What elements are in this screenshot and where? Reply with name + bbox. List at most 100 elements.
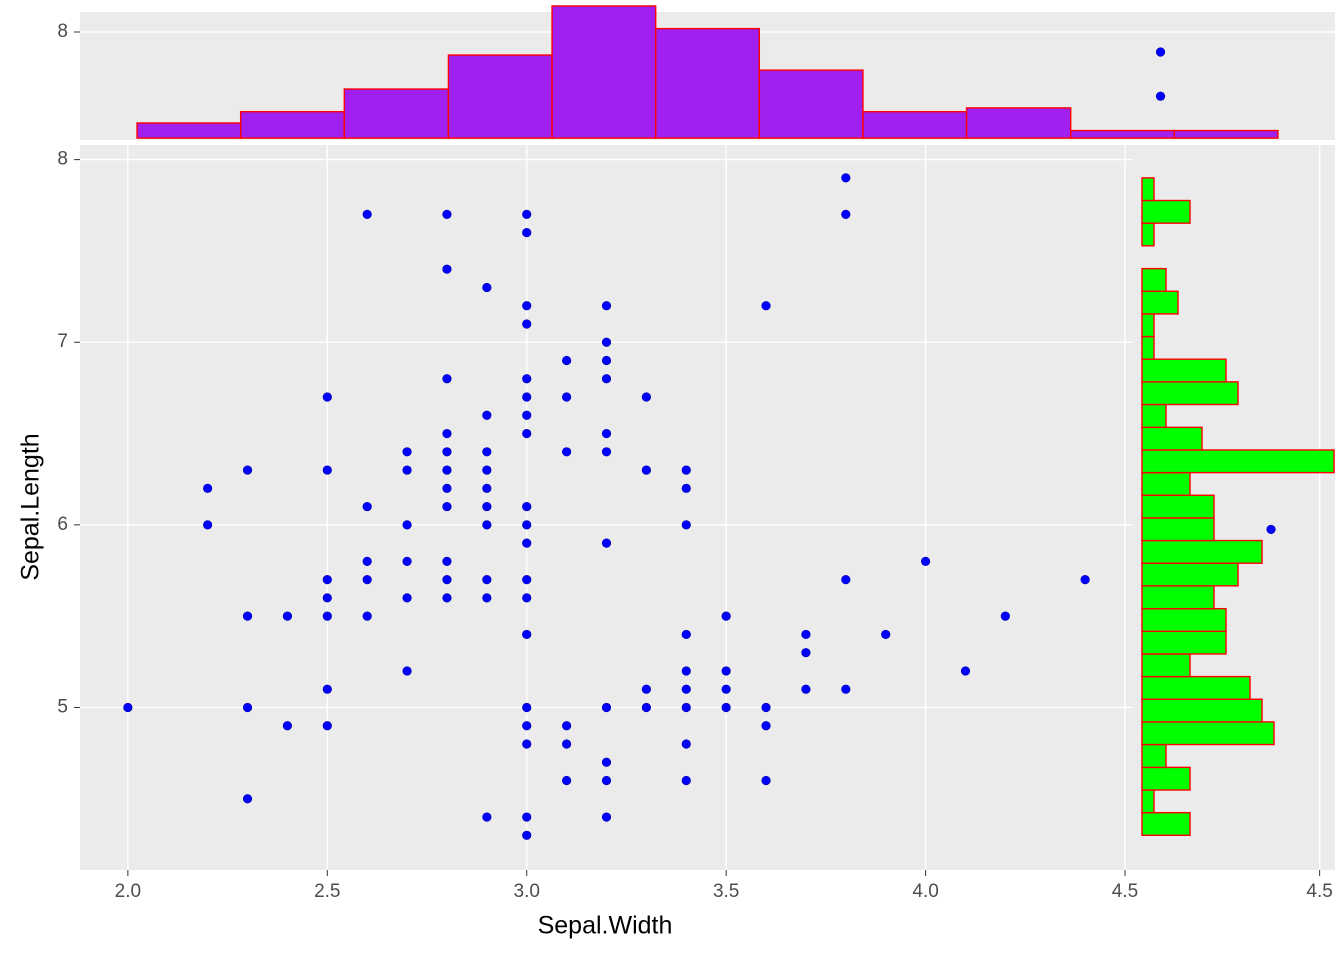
point <box>721 666 731 676</box>
point <box>522 228 532 238</box>
point <box>601 775 612 786</box>
point <box>641 702 651 713</box>
point <box>801 684 811 694</box>
point <box>601 337 612 347</box>
point <box>601 447 612 457</box>
point <box>442 428 452 439</box>
point <box>282 611 293 621</box>
histogram-bar <box>1141 721 1275 746</box>
point <box>601 301 612 311</box>
point <box>881 629 891 640</box>
point <box>442 501 452 512</box>
point <box>522 392 532 402</box>
point <box>681 684 691 694</box>
point <box>841 684 851 694</box>
point <box>522 501 532 512</box>
histogram-bar <box>1141 403 1167 429</box>
point <box>601 374 612 384</box>
point <box>322 575 332 585</box>
point <box>482 483 492 493</box>
point <box>920 556 931 566</box>
point <box>522 812 532 822</box>
histogram-bar <box>136 122 242 139</box>
point <box>322 392 332 402</box>
point <box>362 611 372 621</box>
point <box>482 575 492 585</box>
point <box>721 684 731 694</box>
point <box>522 209 532 219</box>
point <box>442 483 452 493</box>
point <box>522 319 532 329</box>
point <box>362 209 372 219</box>
point <box>1266 524 1276 535</box>
point <box>442 374 452 384</box>
point <box>681 666 691 676</box>
x-tick-label: 3.0 <box>514 881 540 902</box>
point <box>402 447 412 457</box>
point <box>801 629 811 640</box>
histogram-bar <box>862 110 968 139</box>
y-tick-label: 8 <box>57 149 68 170</box>
x-tick-label: 3.5 <box>713 881 739 902</box>
point <box>402 520 412 530</box>
histogram-bar <box>1141 335 1155 360</box>
x-axis-title: Sepal.Width <box>538 912 673 940</box>
point <box>402 666 412 676</box>
y-tick-label: 8 <box>57 21 68 42</box>
point <box>721 611 731 621</box>
histogram-bar <box>758 69 864 139</box>
point <box>482 812 492 822</box>
point <box>601 812 612 822</box>
point <box>482 465 492 475</box>
histogram-bar <box>654 27 761 139</box>
point <box>522 721 532 731</box>
point <box>282 721 293 731</box>
histogram-bar <box>1141 517 1215 542</box>
point <box>1155 91 1166 101</box>
histogram-bar <box>1141 607 1227 633</box>
point <box>522 410 532 420</box>
point <box>362 556 372 566</box>
point <box>203 520 213 530</box>
point <box>442 447 452 457</box>
point <box>641 684 651 694</box>
point <box>442 575 452 585</box>
point <box>402 593 412 603</box>
point <box>681 702 691 713</box>
histogram-bar <box>1141 199 1191 224</box>
point <box>562 392 572 402</box>
point <box>721 702 731 713</box>
point <box>681 520 691 530</box>
point <box>562 739 572 749</box>
point <box>442 209 452 219</box>
point <box>322 721 332 731</box>
point <box>681 739 691 749</box>
histogram-bar <box>447 54 553 139</box>
point <box>960 666 971 676</box>
point <box>242 611 253 621</box>
histogram-bar <box>1069 129 1176 139</box>
histogram-bar <box>1141 653 1191 678</box>
x-tick-label: 4.0 <box>912 881 938 902</box>
histogram-bar <box>1141 494 1215 519</box>
panel-background <box>80 145 1133 870</box>
point <box>242 465 253 475</box>
point <box>482 520 492 530</box>
point <box>322 593 332 603</box>
point <box>601 428 612 439</box>
histogram-bar <box>1141 449 1335 474</box>
point <box>442 556 452 566</box>
point <box>402 465 412 475</box>
histogram-bar <box>1173 129 1279 139</box>
histogram-bar <box>1141 222 1155 247</box>
histogram-bar <box>1141 811 1191 837</box>
point <box>681 629 691 640</box>
point <box>522 428 532 439</box>
point <box>522 520 532 530</box>
point <box>442 465 452 475</box>
point <box>841 209 851 219</box>
point <box>1080 575 1090 585</box>
point <box>242 794 253 804</box>
histogram-bar <box>1141 290 1179 315</box>
point <box>601 702 612 713</box>
